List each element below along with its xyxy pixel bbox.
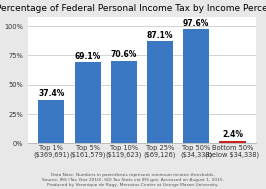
Bar xyxy=(183,29,209,143)
Text: 2.4%: 2.4% xyxy=(222,130,243,139)
Text: 97.6%: 97.6% xyxy=(183,19,209,28)
Bar xyxy=(219,141,246,143)
Text: 70.6%: 70.6% xyxy=(111,50,137,59)
Text: 69.1%: 69.1% xyxy=(74,52,101,61)
Text: 37.4%: 37.4% xyxy=(38,89,64,98)
Text: 87.1%: 87.1% xyxy=(147,31,173,40)
Text: Data Note: Numbers in parenthesis represent minimum income thresholds.
Source: I: Data Note: Numbers in parenthesis repres… xyxy=(42,173,224,187)
Bar xyxy=(147,41,173,143)
Bar xyxy=(111,61,137,143)
Bar xyxy=(74,62,101,143)
Bar xyxy=(38,100,64,143)
Title: Percentage of Federal Personal Income Tax by Income Percentile: Percentage of Federal Personal Income Ta… xyxy=(0,4,266,13)
